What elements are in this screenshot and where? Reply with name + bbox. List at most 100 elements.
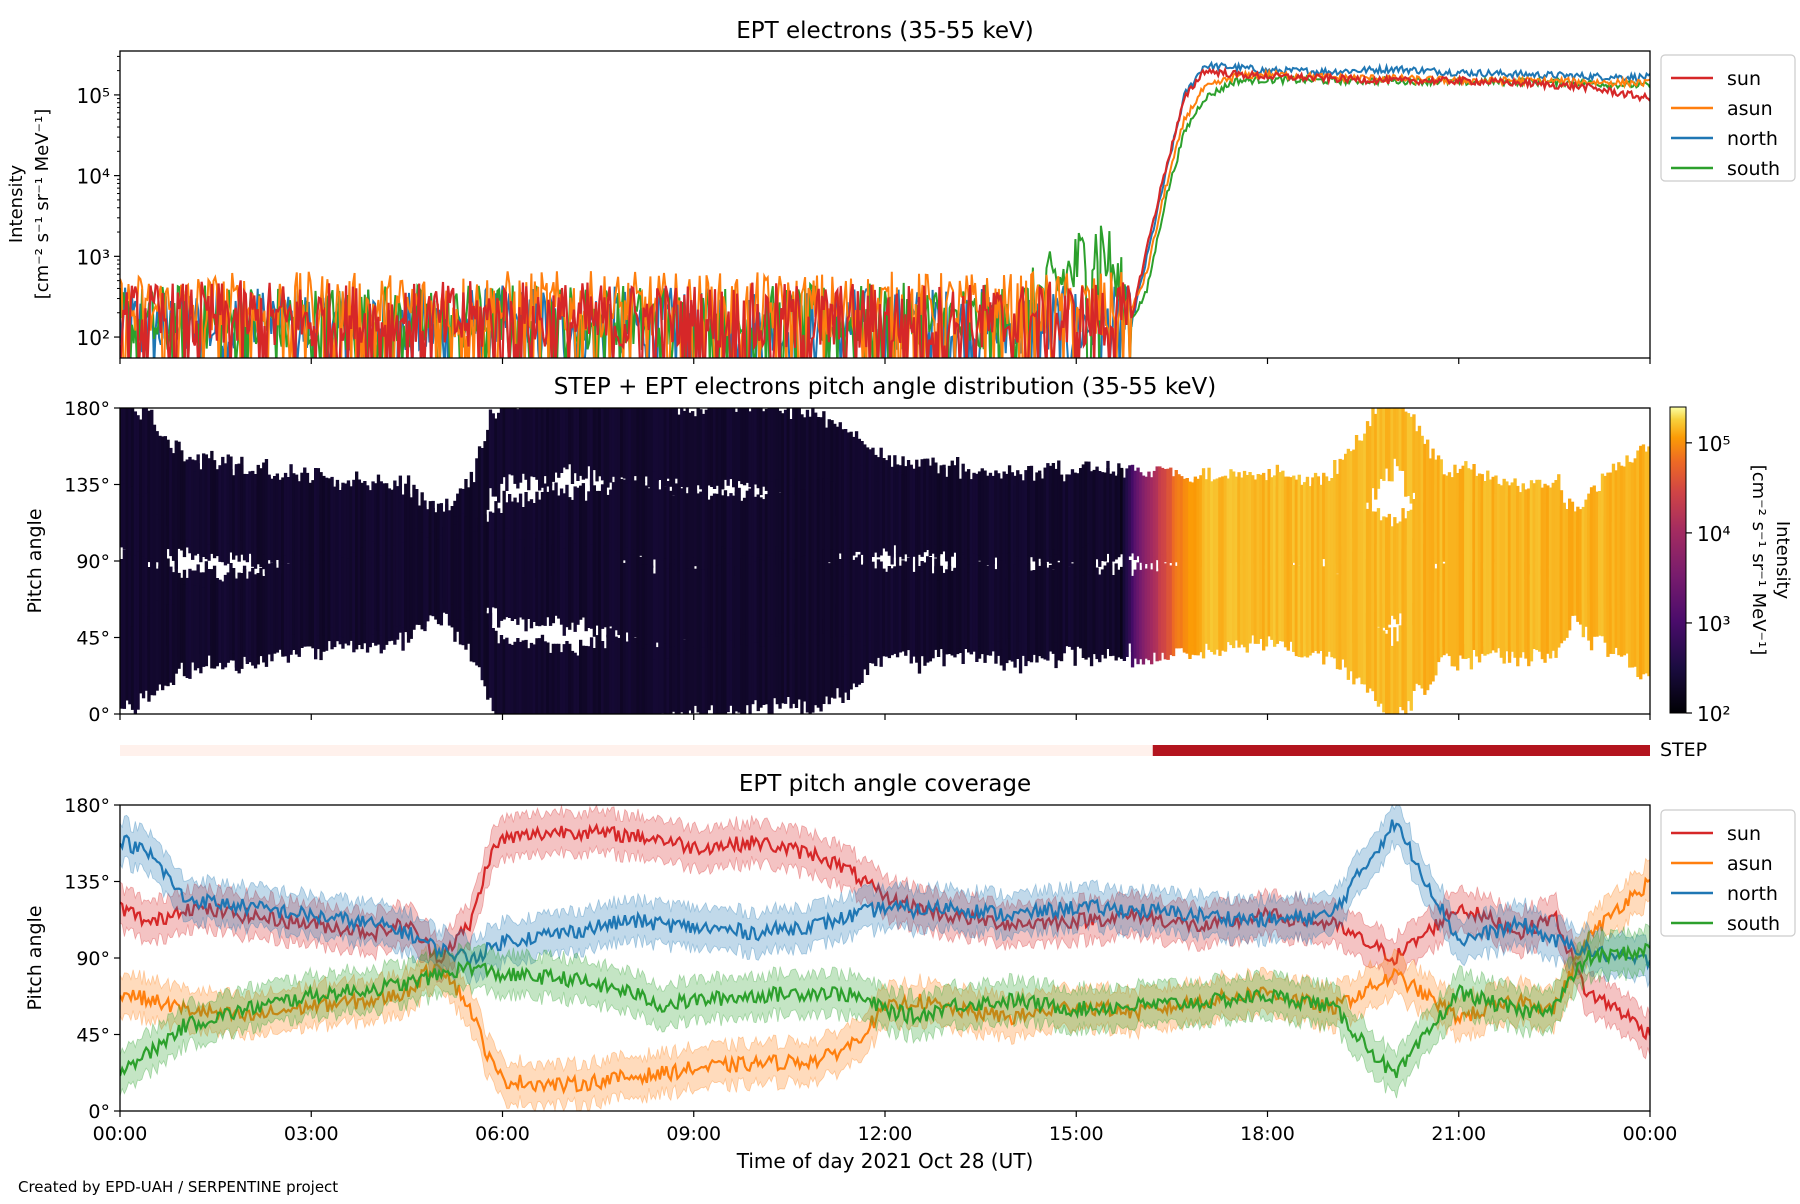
heatmap-cell [518, 539, 523, 618]
heatmap-cell [475, 531, 479, 621]
heatmap-cell [199, 469, 203, 556]
heatmap-cell [234, 578, 239, 668]
heatmap-cell [1464, 500, 1468, 582]
heatmap-cell [975, 554, 979, 638]
heatmap-cell [1313, 472, 1318, 562]
heatmap-cell [180, 583, 184, 663]
step-segment-off [120, 745, 1153, 756]
heatmap-cell [814, 493, 818, 577]
heatmap-cell [721, 408, 725, 490]
heatmap-cell [1174, 570, 1178, 649]
heatmap-cell [964, 471, 968, 559]
heatmap-cell [1461, 554, 1465, 638]
heatmap-cell [376, 474, 381, 565]
heatmap-cell [1106, 568, 1110, 649]
panel1-ylabel-units: [cm⁻² s⁻¹ sr⁻¹ MeV⁻¹] [32, 109, 53, 300]
heatmap-cell [130, 470, 135, 556]
heatmap-cell [1639, 594, 1643, 680]
heatmap-cell [1398, 625, 1402, 707]
heatmap-cell [874, 568, 878, 660]
heatmap-cell [128, 478, 132, 564]
heatmap-cell [532, 408, 536, 478]
heatmap-cell [767, 408, 771, 485]
heatmap-cell [696, 408, 700, 486]
heatmap-cell [1084, 556, 1088, 648]
heatmap-cell [641, 644, 646, 714]
heatmap-cell [502, 408, 506, 478]
heatmap-cell [144, 408, 148, 494]
heatmap-cell [663, 635, 668, 714]
heatmap-cell [1636, 593, 1640, 677]
heatmap-cell [980, 566, 984, 655]
heatmap-cell [128, 551, 132, 642]
heatmap-cell [570, 533, 575, 623]
heatmap-cell [740, 628, 744, 714]
heatmap-cell [833, 481, 837, 568]
heatmap-cell [1166, 468, 1170, 553]
heatmap-cell [497, 412, 501, 503]
heatmap-cell [1125, 561, 1129, 641]
heatmap-cell [505, 637, 509, 714]
heatmap-cell [1587, 518, 1591, 604]
heatmap-cell [773, 561, 777, 653]
heatmap-cell [1174, 470, 1178, 551]
heatmap-cell [390, 492, 394, 583]
heatmap-cell [1488, 496, 1493, 581]
heatmap-cell [841, 476, 845, 563]
heatmap-cell [1117, 570, 1121, 658]
heatmap-cell [718, 564, 722, 655]
heatmap-cell [1043, 467, 1047, 550]
heatmap-cell [182, 461, 187, 543]
heatmap-cell [830, 420, 834, 506]
heatmap-cell [1510, 566, 1515, 652]
heatmap-cell [1095, 470, 1099, 556]
heatmap-cell [1486, 493, 1490, 585]
heatmap-cell [1458, 545, 1463, 631]
heatmap-cell [650, 634, 654, 714]
heatmap-cell [161, 609, 165, 691]
heatmap-cell [833, 549, 837, 642]
heatmap-cell [139, 553, 143, 633]
heatmap-cell [1415, 431, 1419, 508]
heatmap-cell [827, 419, 831, 499]
heatmap-cell [1559, 548, 1564, 632]
credit-text: Created by EPD-UAH / SERPENTINE project [18, 1178, 338, 1196]
heatmap-cell [917, 467, 922, 555]
heatmap-cell [947, 566, 952, 654]
heatmap-cell [857, 472, 862, 552]
heatmap-cell [191, 459, 195, 540]
heatmap-cell [524, 547, 528, 632]
heatmap-cell [1505, 493, 1509, 580]
heatmap-cell [674, 629, 678, 714]
heatmap-cell [688, 560, 692, 641]
heatmap-cell [958, 480, 963, 562]
heatmap-cell [568, 643, 572, 714]
heatmap-cell [1242, 474, 1247, 566]
heatmap-cell [221, 456, 225, 538]
heatmap-cell [1150, 569, 1154, 650]
heatmap-cell [335, 547, 340, 631]
heatmap-cell [792, 559, 796, 650]
heatmap-cell [1576, 532, 1580, 622]
heatmap-cell [232, 475, 236, 560]
heatmap-cell [1374, 612, 1378, 701]
heatmap-cell [1070, 563, 1075, 650]
coverage-line-sun [120, 822, 1650, 1041]
heatmap-cell [1111, 471, 1116, 555]
heatmap-cell [1352, 501, 1356, 581]
heatmap-cell [1051, 463, 1056, 550]
heatmap-cell [838, 559, 842, 645]
heatmap-cell [491, 413, 495, 497]
heatmap-cell [1130, 575, 1135, 652]
heatmap-cell [661, 624, 665, 714]
heatmap-cell [1491, 564, 1495, 645]
heatmap-cell [677, 630, 681, 714]
heatmap-cell [830, 481, 834, 576]
heatmap-cell [1619, 465, 1624, 554]
heatmap-cell [854, 557, 859, 639]
heatmap-cell [920, 459, 924, 544]
heatmap-cell [620, 479, 624, 561]
heatmap-cell [453, 524, 457, 611]
